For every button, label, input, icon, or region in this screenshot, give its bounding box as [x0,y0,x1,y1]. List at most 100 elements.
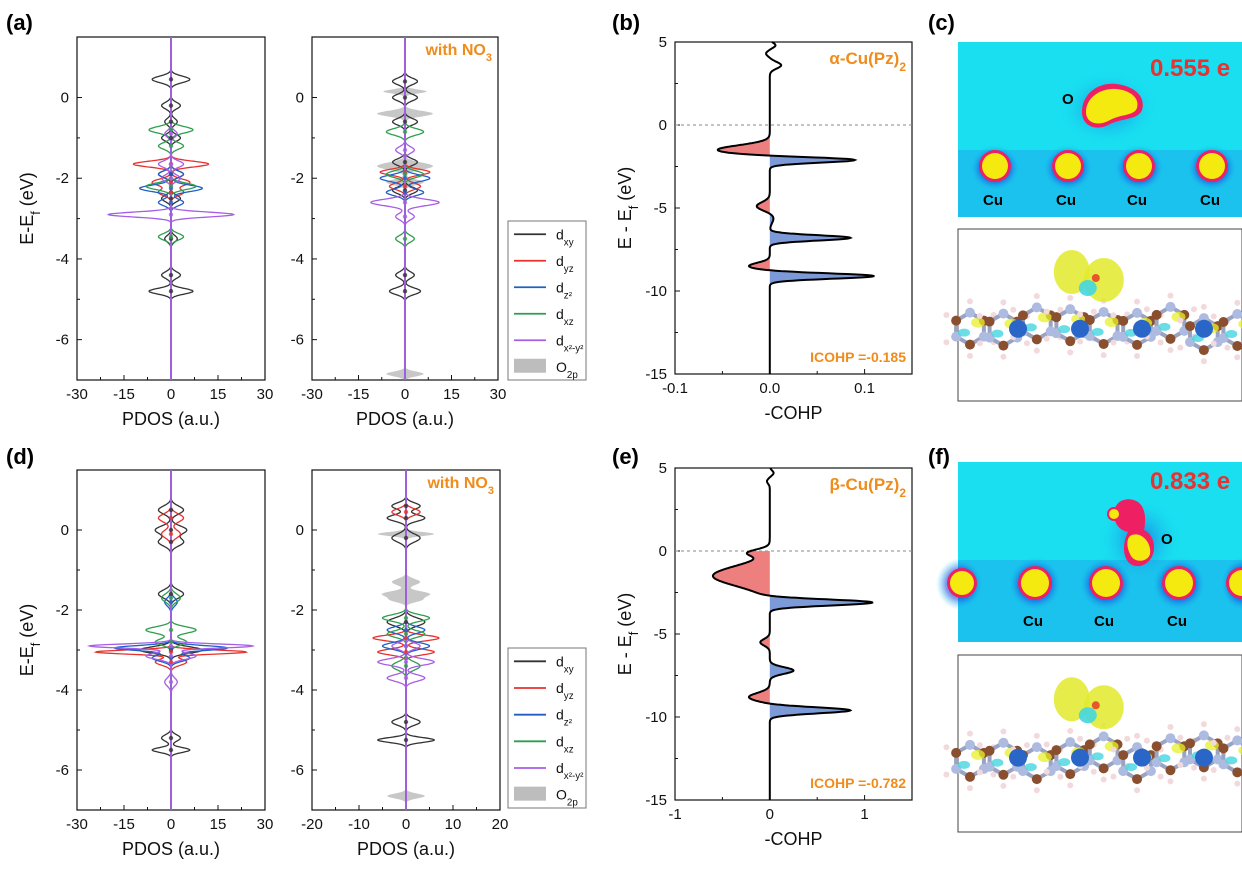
carbon-atom [984,316,995,327]
peak-dot [168,143,174,149]
hydrogen-atom [1077,338,1084,345]
hydrogen-atom [976,340,983,347]
chart-a-right-pdos-with-no3: -30 -15 0 15 30 0 -2 -4 -6 PDOS (a.u.) with NO3 [291,36,506,429]
peak-dot [168,599,174,605]
y-tick-label: -15 [645,366,667,383]
peak-dot [168,196,174,201]
icohp-annotation: ICOHP =-0.782 [810,775,906,791]
hydrogen-atom [1200,775,1207,782]
x-tick-label: 15 [210,816,227,833]
map-c-o-label: O [1062,91,1074,108]
hydrogen-atom [976,742,983,749]
peak-dot [168,119,174,124]
hydrogen-atom [1234,299,1241,306]
hydrogen-atom [1191,306,1198,313]
panel-letter-e: (e) [612,444,639,469]
y-tick-label: -6 [291,332,304,349]
x-tick-label: 30 [257,386,274,403]
carbon-atom [1084,314,1095,325]
chart-a-left-pdos: -30 -15 0 15 30 0 -2 -4 -6 PDOS (a.u.) E-Ef (eV) [17,36,274,429]
y-tick-label: 0 [61,522,69,539]
hydrogen-atom [1023,340,1030,347]
y-tick-label: 0 [659,543,667,560]
series-d-xy-line [139,470,172,810]
peak-dot [402,79,408,84]
isosurface-cyan [1091,327,1104,336]
y-tick-label: 0 [659,117,667,134]
y-axis-label: E - Ef (eV) [615,167,641,250]
peak-dot [403,619,409,625]
y-tick-label: -6 [291,762,304,779]
annotation-with-no3: with NO3 [424,42,492,64]
y-tick-label: -2 [56,602,69,619]
hydrogen-atom [1167,778,1174,785]
peak-dot [168,289,174,294]
peak-dot [402,236,408,241]
hydrogen-atom [1167,347,1174,354]
y-tick-label: -4 [56,682,69,699]
hydrogen-atom [1234,354,1241,361]
peak-dot [402,129,408,135]
cu-atom-sphere [1195,748,1213,767]
chart-d-right-pdos-with-no3: -20 -10 0 10 20 0 -2 -4 -6 PDOS (a.u.) with NO3 [291,469,508,859]
map-f-cu-label: Cu [1094,613,1114,630]
chart-d-left-pdos: -30 -15 0 15 30 0 -2 -4 -6 PDOS (a.u.) E-Ef (eV) [17,469,274,859]
legend-label: O2p [556,787,578,809]
x-tick-label: -30 [66,386,88,403]
cu-atom-sphere [1133,319,1151,338]
cu-atom [979,150,1011,182]
y-tick-label: -4 [291,682,304,699]
peak-dot [402,272,408,278]
series-d-xy-line [170,470,203,810]
hydrogen-atom [1234,780,1241,787]
peak-dot [168,127,174,133]
peak-dot [168,135,174,141]
hydrogen-atom [1177,344,1184,351]
peak-dot [403,663,409,669]
legend-label: dyz [556,680,574,702]
cu-atom [947,568,977,598]
peak-dot [403,737,409,743]
panel-letter-b: (b) [612,10,640,35]
nitrogen-atom [1165,301,1176,312]
x-tick-label: -10 [348,816,370,833]
antibonding-area [712,468,770,800]
carbon-atom [1118,315,1129,326]
x-tick-label: -15 [348,386,370,403]
x-tick-label: 0.1 [854,380,875,397]
legend-swatch-o2p [514,786,546,801]
peak-dot [403,515,409,521]
isosurface-yellow [1238,745,1242,755]
hydrogen-atom [1033,787,1040,794]
peak-dot [403,635,409,641]
nitrogen-atom [1232,735,1242,746]
carbon-atom [1132,339,1143,350]
peak-dot [168,595,174,601]
series-d-xz-line [145,470,172,810]
carbon-atom [965,771,975,782]
cu-atom-sphere [1195,319,1213,338]
legend-box [507,647,587,809]
peak-dot [168,531,174,537]
hydrogen-atom [1134,353,1141,360]
peak-dot [403,659,409,665]
carbon-atom [1031,774,1042,785]
map-c-cu-label: Cu [1127,192,1147,209]
hydrogen-atom [1143,737,1150,744]
hydrogen-atom [1000,782,1007,789]
series-d-yz-line [132,37,172,380]
carbon-atom [1132,774,1143,785]
map-c-cu-label: Cu [1200,192,1220,209]
cu-atom-sphere [1071,748,1089,767]
peak-dot [168,212,174,217]
peak-dot [402,176,408,181]
x-tick-label: 30 [257,816,274,833]
hydrogen-atom [1000,299,1007,306]
carbon-atom [998,769,1009,780]
y-tick-label: -10 [645,709,667,726]
isosurface-cyan [1058,325,1071,334]
x-tick-label: -0.1 [662,380,688,397]
isosurface-cyan [1091,752,1104,761]
nitrogen-atom [1031,302,1042,313]
